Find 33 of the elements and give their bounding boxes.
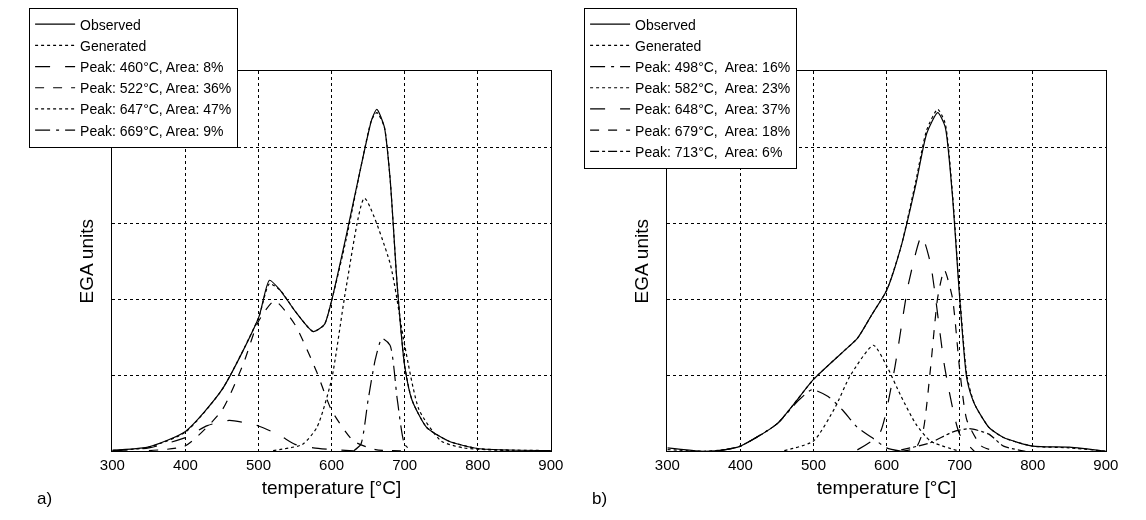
x-tick-label: 400	[727, 456, 753, 474]
x-axis-title: temperature [°C]	[816, 477, 957, 499]
x-tick-label: 700	[392, 456, 418, 474]
x-tick-label: 600	[319, 456, 345, 474]
x-axis-title: temperature [°C]	[261, 477, 402, 499]
legend-label: Peak: 713°C, Area: 6%	[635, 143, 783, 160]
x-tick-label: 300	[654, 456, 680, 474]
x-tick-label: 700	[947, 456, 973, 474]
legend-label: Peak: 648°C, Area: 37%	[635, 101, 791, 118]
legend-label: Generated	[635, 37, 702, 54]
x-tick-label: 400	[172, 456, 198, 474]
y-axis-title: EGA units	[76, 219, 98, 304]
text: b)	[592, 489, 608, 508]
y-axis-title: EGA units	[631, 219, 653, 304]
legend-label: Peak: 460°C, Area: 8%	[80, 59, 224, 76]
x-tick-label: 500	[245, 456, 272, 474]
legend-label: Observed	[635, 16, 696, 33]
legend-label: Observed	[80, 16, 141, 33]
legend-label: Generated	[80, 37, 147, 54]
legend-label: Peak: 582°C, Area: 23%	[635, 80, 791, 97]
legend-label: Peak: 498°C, Area: 16%	[635, 59, 791, 76]
x-tick-label: 800	[465, 456, 491, 474]
x-tick-label: 900	[538, 456, 564, 474]
x-tick-label: 600	[874, 456, 900, 474]
legend-label: Peak: 669°C, Area: 9%	[80, 122, 224, 139]
x-tick-label: 500	[800, 456, 827, 474]
x-tick-label: 800	[1020, 456, 1046, 474]
x-tick-label: 300	[99, 456, 125, 474]
legend-label: Peak: 647°C, Area: 47%	[80, 101, 232, 118]
text: a)	[37, 489, 53, 508]
legend-label: Peak: 679°C, Area: 18%	[635, 122, 791, 139]
legend-label: Peak: 522°C, Area: 36%	[80, 80, 232, 97]
x-tick-label: 900	[1093, 456, 1119, 474]
